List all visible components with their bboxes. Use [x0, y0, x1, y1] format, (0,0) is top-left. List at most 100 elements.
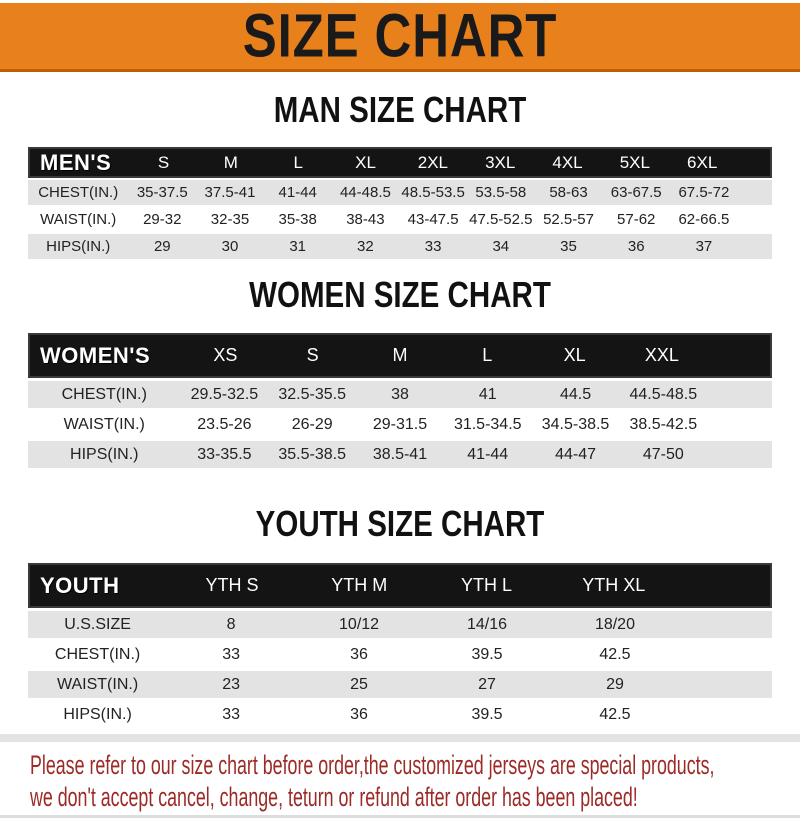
- size-value-cell: 27: [478, 675, 496, 693]
- size-column-header: S: [306, 345, 319, 365]
- table-row: CHEST(IN.) 35-37.5 37.5-41 41-44 44-48.5 48.5…: [28, 180, 772, 205]
- size-column-header: 4XL: [552, 152, 583, 172]
- table-row: HIPS(IN.) 33 36 39.5 42.5: [28, 701, 772, 728]
- men-section-title-text: MAN SIZE CHART: [273, 89, 527, 130]
- size-column-header: YTH S: [205, 575, 259, 595]
- size-value-cell: 29-32: [143, 211, 182, 228]
- size-column-header: XXL: [644, 345, 679, 365]
- size-value-cell: 44-48.5: [339, 184, 391, 201]
- row-label: CHEST(IN.): [38, 184, 119, 201]
- table-row: WAIST(IN.) 23 25 27 29: [28, 671, 772, 698]
- size-column-header: YTH L: [461, 575, 513, 595]
- size-value-cell: 36: [350, 645, 368, 663]
- size-value-cell: 29-31.5: [372, 415, 428, 433]
- size-value-cell: 31: [289, 238, 307, 255]
- size-value-cell: 39.5: [471, 645, 503, 663]
- size-value-cell: 44-47: [555, 445, 596, 463]
- row-label: WAIST(IN.): [40, 211, 117, 228]
- size-value-cell: 57-62: [617, 211, 656, 228]
- youth-section-title-text: YOUTH SIZE CHART: [255, 503, 545, 544]
- size-value-cell: 62-66.5: [678, 211, 730, 228]
- size-column-header: L: [293, 152, 303, 172]
- table-header-label: YOUTH: [40, 572, 120, 598]
- table-header-row: WOMEN'S XS S M L XL XXL: [28, 333, 772, 378]
- table-row: U.S.SIZE 8 10/12 14/16 18/20: [28, 611, 772, 638]
- size-value-cell: 52.5-57: [543, 211, 594, 228]
- row-label: WAIST(IN.): [56, 675, 139, 693]
- size-column-header: 3XL: [485, 152, 516, 172]
- size-value-cell: 25: [350, 675, 368, 693]
- size-value-cell: 36: [627, 238, 645, 255]
- size-value-cell: 32-35: [210, 211, 250, 228]
- size-value-cell: 53.5-58: [475, 184, 527, 201]
- women-section-title: WOMEN SIZE CHART: [0, 277, 800, 318]
- table-header-label: MEN'S: [40, 149, 112, 175]
- women-size-table: WOMEN'S XS S M L XL XXL CHEST(IN.) 29.5-32.5 32.5…: [28, 333, 772, 468]
- table-row: WAIST(IN.) 23.5-26 26-29 29-31.5 31.5-34.5 34…: [28, 411, 772, 438]
- size-value-cell: 38-43: [346, 211, 385, 228]
- table-header-row: MEN'S S M L XL 2XL 3XL 4XL 5XL 6XL: [28, 147, 772, 178]
- banner-title: SIZE CHART: [242, 1, 558, 70]
- table-row: CHEST(IN.) 33 36 39.5 42.5: [28, 641, 772, 668]
- row-label: U.S.SIZE: [64, 615, 131, 633]
- row-label: CHEST(IN.): [54, 645, 141, 663]
- size-chart-banner: SIZE CHART: [0, 3, 800, 72]
- size-value-cell: 29: [606, 675, 624, 693]
- footer-note: Please refer to our size chart before or…: [30, 749, 800, 813]
- men-size-table: MEN'S S M L XL 2XL 3XL 4XL 5XL 6XL CHEST(IN.) 35-37…: [28, 147, 772, 259]
- size-value-cell: 18/20: [594, 615, 635, 633]
- size-column-header: M: [392, 345, 408, 365]
- size-value-cell: 67.5-72: [678, 184, 730, 201]
- size-column-header: 2XL: [417, 152, 448, 172]
- row-label: CHEST(IN.): [61, 385, 147, 403]
- size-value-cell: 44.5: [559, 385, 592, 403]
- size-value-cell: 29.5-32.5: [190, 385, 259, 403]
- size-column-header: XL: [563, 345, 586, 365]
- table-row: WAIST(IN.) 29-32 32-35 35-38 38-43 43-47.5 47.…: [28, 207, 772, 232]
- size-value-cell: 48.5-53.5: [401, 184, 465, 201]
- size-value-cell: 43-47.5: [407, 211, 459, 228]
- size-value-cell: 23: [222, 675, 240, 693]
- size-value-cell: 47-50: [642, 445, 684, 463]
- size-column-header: L: [482, 345, 493, 365]
- size-column-header: 5XL: [619, 152, 650, 172]
- size-value-cell: 33: [222, 645, 240, 663]
- size-column-header: M: [223, 152, 238, 172]
- size-chart-page: SIZE CHART MAN SIZE CHART MEN'S S M L XL 2XL 3…: [0, 3, 800, 818]
- size-column-header: XS: [213, 345, 238, 365]
- women-section-title-text: WOMEN SIZE CHART: [249, 274, 551, 315]
- row-label: HIPS(IN.): [63, 705, 132, 723]
- row-label: HIPS(IN.): [70, 445, 139, 463]
- youth-size-table: YOUTH YTH S YTH M YTH L YTH XL U.S.SIZE 8 10/12…: [28, 563, 772, 728]
- size-value-cell: 34: [492, 238, 510, 255]
- size-value-cell: 35.5-38.5: [278, 445, 346, 463]
- size-value-cell: 42.5: [599, 705, 631, 723]
- size-value-cell: 14/16: [466, 615, 508, 633]
- size-value-cell: 58-63: [549, 184, 588, 201]
- row-label: HIPS(IN.): [46, 238, 111, 255]
- size-value-cell: 63-67.5: [610, 184, 662, 201]
- size-value-cell: 41-44: [278, 184, 317, 201]
- footer-note-line1: Please refer to our size chart before or…: [30, 750, 715, 780]
- size-value-cell: 37: [695, 238, 713, 255]
- women-section: WOMEN SIZE CHART WOMEN'S XS S M L XL XXL CHEST(…: [0, 277, 800, 468]
- row-label: WAIST(IN.): [63, 415, 145, 433]
- size-value-cell: 32: [357, 238, 374, 255]
- size-column-header: YTH XL: [582, 575, 646, 595]
- men-section-title: MAN SIZE CHART: [0, 92, 800, 133]
- size-value-cell: 23.5-26: [197, 415, 252, 433]
- size-value-cell: 47.5-52.5: [469, 211, 533, 228]
- table-header-row: YOUTH YTH S YTH M YTH L YTH XL: [28, 563, 772, 608]
- size-value-cell: 29: [153, 238, 171, 255]
- table-header-label: WOMEN'S: [40, 342, 151, 368]
- size-value-cell: 39.5: [471, 705, 503, 723]
- size-value-cell: 31.5-34.5: [453, 415, 522, 433]
- size-value-cell: 34.5-38.5: [541, 415, 610, 433]
- size-value-cell: 10/12: [339, 615, 380, 633]
- size-value-cell: 41-44: [467, 445, 509, 463]
- youth-section-title: YOUTH SIZE CHART: [0, 506, 800, 547]
- table-row: HIPS(IN.) 29 30 31 32 33 34 35 36 37: [28, 234, 772, 259]
- size-column-header: 6XL: [687, 152, 718, 172]
- table-row: CHEST(IN.) 29.5-32.5 32.5-35.5 38 41 44.5 44.5…: [28, 381, 772, 408]
- size-value-cell: 26-29: [291, 415, 333, 433]
